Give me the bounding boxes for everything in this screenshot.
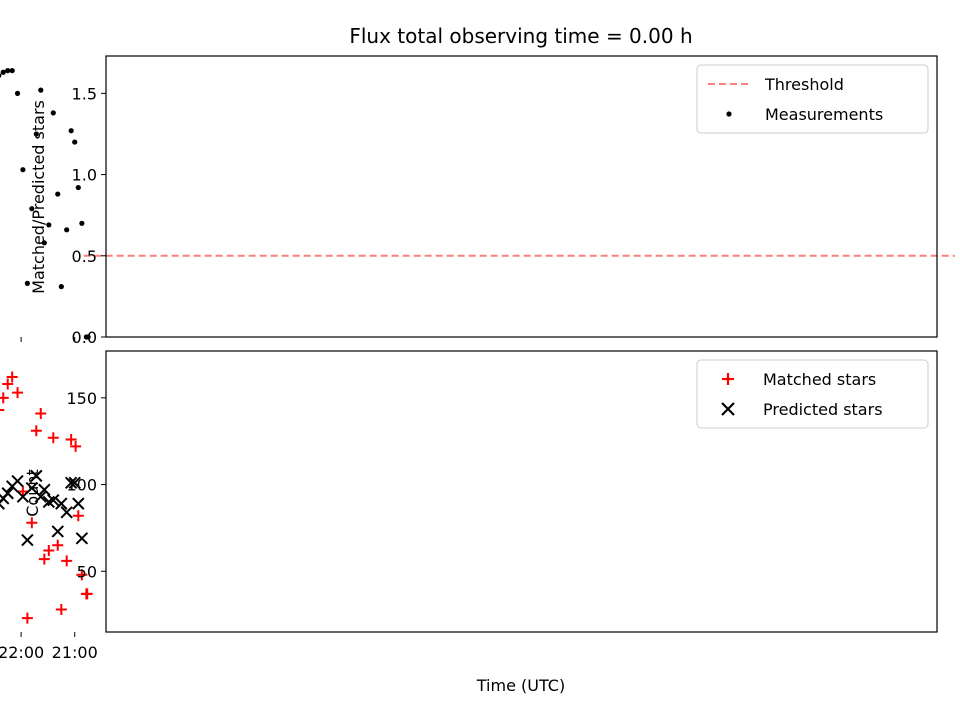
measurement-point (68, 128, 74, 134)
legend-predicted-swatch (721, 402, 735, 416)
count-legend[interactable]: Matched stars Predicted stars (696, 359, 929, 429)
measurement-point (75, 184, 81, 191)
matched-star-point (61, 555, 73, 567)
legend-threshold-label: Threshold (764, 75, 844, 94)
matched-star-point (80, 588, 92, 600)
measurement-point (46, 222, 52, 228)
matched-star-point (52, 539, 64, 551)
legend-measurements-swatch (726, 111, 732, 117)
ratio-y-tick-label: 1.5 (72, 84, 97, 103)
matched-star-point (43, 544, 55, 556)
legend-predicted-label: Predicted stars (763, 400, 883, 419)
ratio-y-tick-label: 0.0 (72, 328, 97, 347)
measurement-point (24, 280, 30, 286)
legend-matched-swatch (722, 373, 734, 385)
measurement-point (83, 334, 89, 340)
count-y-tick-label: 150 (66, 389, 97, 408)
matched-star-point (6, 371, 18, 383)
measurement-point (5, 68, 11, 74)
measurement-point (79, 220, 85, 226)
matched-star-point (47, 432, 59, 444)
predicted-star-point (64, 476, 78, 490)
matched-star-point (76, 569, 88, 581)
measurement-point (0, 73, 2, 78)
ratio-legend[interactable]: Threshold Measurements (696, 64, 929, 134)
ratio-panel: Flux total observing time = 0.00 h 0.00.… (0, 24, 955, 347)
count-plot-area (0, 371, 93, 624)
matched-star-point (30, 425, 42, 437)
measurement-point (64, 227, 70, 233)
count-panel: 21:0022:0023:0000:0001:0002:0003:0004:00… (0, 350, 938, 695)
measurement-point (29, 206, 35, 212)
ratio-axis-ticks: 0.0 0.5 1.0 1.5 (20, 84, 106, 347)
ratio-axes-frame (105, 55, 938, 338)
ratio-plot-area (0, 68, 955, 340)
x-tick-label: 22:00 (0, 643, 44, 662)
matched-star-point (12, 387, 24, 399)
count-y-tick-label: 50 (77, 562, 97, 581)
ratio-y-axis-label: Matched/Predicted stars (29, 100, 48, 294)
measurement-point (55, 191, 61, 197)
legend-measurements-label: Measurements (765, 105, 883, 124)
measurement-point (50, 110, 56, 116)
matched-star-point (0, 408, 5, 411)
predicted-star-point (68, 476, 81, 490)
measurement-point (0, 69, 6, 75)
count-axes-frame (105, 350, 938, 633)
count-y-axis-label: Count (23, 469, 42, 517)
measurement-point (58, 284, 64, 290)
matched-star-point (0, 392, 9, 404)
ratio-legend-box (696, 64, 929, 134)
matched-star-point (35, 407, 47, 419)
predicted-star-point (38, 483, 51, 496)
legend-matched-label: Matched stars (763, 370, 876, 389)
matched-star-point (26, 517, 38, 529)
predicted-star-point (0, 497, 5, 510)
predicted-star-point (75, 532, 89, 545)
measurement-point (72, 139, 78, 145)
matched-star-point (72, 510, 84, 522)
predicted-star-point (60, 506, 73, 519)
matched-star-point (21, 612, 33, 624)
predicted-star-point (5, 480, 19, 493)
predicted-star-point (21, 533, 34, 547)
predicted-star-point (30, 469, 43, 483)
count-legend-box (696, 359, 929, 429)
measurement-point (9, 68, 15, 74)
matched-star-point (65, 433, 77, 445)
count-axis-ticks: 21:0022:0023:0000:0001:0002:0003:0004:00… (0, 389, 106, 662)
predicted-star-point (16, 490, 30, 503)
predicted-star-point (42, 495, 56, 509)
matched-star-point (55, 603, 67, 615)
x-tick-label: 21:00 (52, 643, 98, 662)
predicted-star-point (55, 497, 68, 510)
ratio-y-tick-label: 0.5 (72, 247, 97, 266)
measurement-point (33, 131, 39, 137)
measurement-point (38, 87, 44, 93)
chart-title: Flux total observing time = 0.00 h (349, 24, 692, 48)
measurement-point (20, 167, 26, 173)
predicted-star-point (51, 525, 64, 538)
x-axis-label: Time (UTC) (476, 676, 565, 695)
matched-star-point (70, 440, 82, 452)
matched-star-point (2, 378, 14, 390)
count-y-tick-label: 100 (66, 476, 97, 495)
predicted-star-point (72, 497, 85, 510)
measurement-point (41, 240, 47, 246)
ratio-y-tick-label: 1.0 (72, 166, 97, 185)
matched-star-point (38, 553, 50, 565)
measurement-point (14, 90, 21, 96)
matched-star-point (17, 486, 29, 497)
